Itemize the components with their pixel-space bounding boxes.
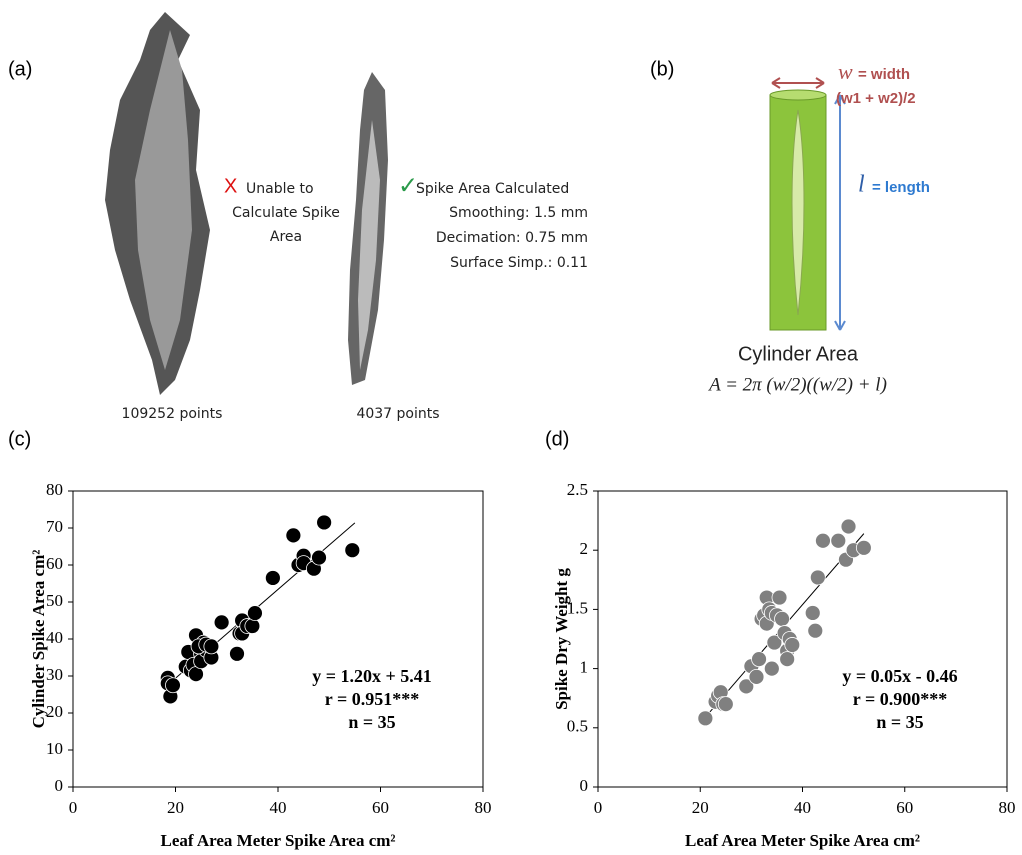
x-tick-label: 60 <box>372 798 389 817</box>
point <box>203 638 220 655</box>
y-tick-label: 1 <box>580 658 589 677</box>
point <box>763 660 780 677</box>
point <box>779 651 796 668</box>
width-symbol: w <box>838 59 853 84</box>
fail-text: Unable to <box>246 181 314 197</box>
x-tick-label: 0 <box>594 798 603 817</box>
x-tick-label: 60 <box>896 798 913 817</box>
point <box>830 532 847 549</box>
point <box>344 542 361 559</box>
point <box>738 678 755 695</box>
plot-frame <box>597 490 1008 788</box>
point <box>807 622 824 639</box>
length-symbol: l <box>858 172 865 198</box>
width-text: = width <box>858 66 910 83</box>
length-arrowhead <box>834 94 846 331</box>
x-tick-label: 20 <box>692 798 709 817</box>
y-tick-label: 40 <box>46 628 63 647</box>
annotation: n = 35 <box>348 712 395 732</box>
point <box>244 618 261 634</box>
annotation: y = 1.20x + 5.41 <box>312 666 432 686</box>
panel-label: (b) <box>650 58 674 80</box>
panel-label: (d) <box>545 428 569 450</box>
annotation: y = 0.05x - 0.46 <box>842 666 957 686</box>
x-axis-title: Leaf Area Meter Spike Area cm² <box>160 831 395 850</box>
x-tick-label: 20 <box>167 798 184 817</box>
y-tick-label: 60 <box>46 554 63 573</box>
y-tick-label: 10 <box>46 739 63 758</box>
point <box>855 539 872 556</box>
point <box>316 514 333 531</box>
point <box>311 549 327 566</box>
y-tick-label: 20 <box>46 702 63 721</box>
ok-text: Decimation: 0.75 mm <box>436 230 588 246</box>
y-tick-label: 30 <box>46 665 63 684</box>
annotation: r = 0.951*** <box>325 689 419 709</box>
x-tick-label: 80 <box>999 798 1016 817</box>
point <box>809 569 826 586</box>
point <box>717 696 734 713</box>
cylinder-formula: A = 2π (w/2)((w/2) + l) <box>707 374 887 395</box>
fail-text: Calculate Spike <box>232 205 340 221</box>
point <box>774 610 790 627</box>
annotation: r = 0.900*** <box>853 689 947 709</box>
y-tick-label: 2.5 <box>567 480 588 499</box>
y-tick-label: 50 <box>46 591 63 610</box>
x-tick-label: 40 <box>794 798 811 817</box>
point <box>766 634 783 651</box>
panel-label: (a) <box>8 58 32 80</box>
point <box>840 518 857 535</box>
point <box>804 605 821 621</box>
panel-label: (c) <box>8 428 31 450</box>
y-tick-label: 1.5 <box>567 598 588 617</box>
point <box>247 605 263 621</box>
y-tick-label: 70 <box>46 517 63 536</box>
point <box>213 614 230 631</box>
width-arrowhead <box>771 77 825 89</box>
length-text: = length <box>872 179 930 196</box>
cylinder-top <box>769 89 827 101</box>
ok-mark: ✓ <box>398 172 418 199</box>
spike-raw <box>105 12 210 395</box>
spike-image <box>791 109 805 316</box>
spike-decimated <box>348 72 388 385</box>
point <box>229 645 245 662</box>
x-axis-title: Leaf Area Meter Spike Area cm² <box>685 831 920 850</box>
ok-text: Smoothing: 1.5 mm <box>449 205 588 221</box>
x-tick-label: 40 <box>270 798 287 817</box>
y-tick-label: 0 <box>580 776 589 795</box>
width-formula: (w1 + w2)/2 <box>836 90 916 107</box>
point <box>165 677 181 694</box>
point <box>771 589 788 606</box>
x-tick-label: 0 <box>69 798 78 817</box>
x-tick-label: 80 <box>475 798 492 817</box>
point <box>285 527 302 544</box>
cylinder-title: Cylinder Area <box>738 343 859 365</box>
point-count: 4037 points <box>356 406 439 422</box>
y-tick-label: 0 <box>55 776 64 795</box>
point <box>264 570 281 586</box>
y-axis-title: Spike Dry Weight g <box>552 568 571 710</box>
y-tick-label: 2 <box>580 539 589 558</box>
ok-text: Surface Simp.: 0.11 <box>450 255 588 271</box>
annotation: n = 35 <box>876 712 923 732</box>
point <box>751 651 767 668</box>
y-tick-label: 0.5 <box>567 717 588 736</box>
fail-mark: X <box>224 175 237 197</box>
point <box>748 668 765 685</box>
point <box>784 637 801 653</box>
y-tick-label: 80 <box>46 480 63 499</box>
fail-text: Area <box>270 229 302 245</box>
y-axis-title: Cylinder Spike Area cm² <box>29 550 48 729</box>
point <box>697 710 714 727</box>
point-count: 109252 points <box>122 406 223 422</box>
ok-text: Spike Area Calculated <box>416 181 569 197</box>
plot-frame <box>72 490 484 788</box>
point <box>815 532 831 549</box>
